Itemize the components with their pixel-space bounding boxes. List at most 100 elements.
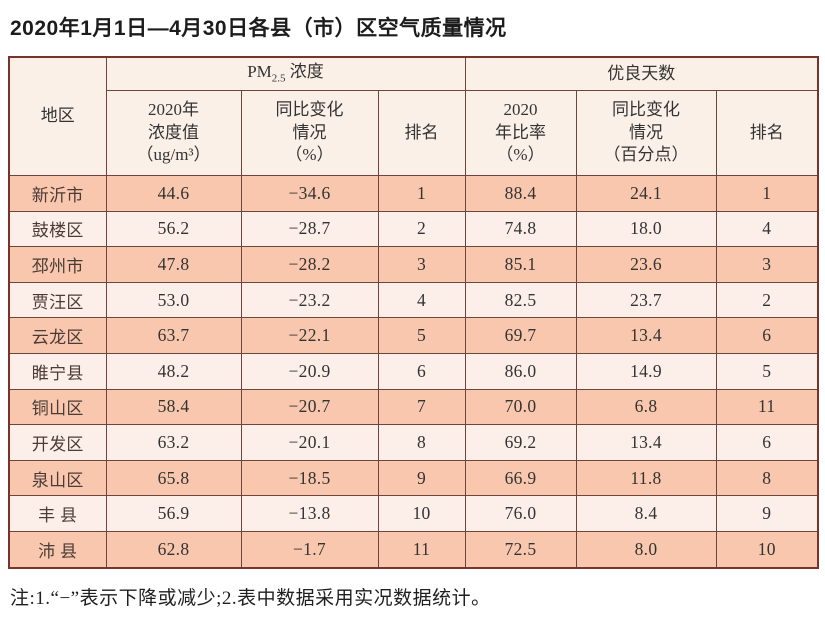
pm_change-cell: −20.9 <box>240 352 379 390</box>
pm_change-cell: −28.2 <box>240 246 379 283</box>
good_rank-cell: 4 <box>715 210 819 248</box>
pm_value-cell: 56.2 <box>105 210 242 248</box>
header-pm-value: 2020年 浓度值 （ug/m³） <box>105 90 242 176</box>
pm_value-cell: 47.8 <box>105 246 242 283</box>
header-pm-rank: 排名 <box>377 90 466 176</box>
good_change-cell: 14.9 <box>575 352 717 390</box>
region-cell: 贾汪区 <box>8 281 107 319</box>
good_rate-cell: 70.0 <box>464 388 577 426</box>
region-cell: 泉山区 <box>8 459 107 497</box>
region-cell: 沛 县 <box>8 530 107 569</box>
pm_change-cell: −18.5 <box>240 459 379 497</box>
header-good-rate: 2020 年比率 （%） <box>464 90 577 176</box>
good_rank-cell: 1 <box>715 175 819 212</box>
good_rank-cell: 6 <box>715 424 819 461</box>
pm_rank-cell: 10 <box>377 495 466 532</box>
pm_change-cell: −1.7 <box>240 530 379 569</box>
pm_rank-cell: 9 <box>377 459 466 497</box>
region-cell: 睢宁县 <box>8 352 107 390</box>
table-row: 开发区 63.2 −20.1 8 69.2 13.4 6 <box>8 424 819 461</box>
region-cell: 铜山区 <box>8 388 107 426</box>
pm_value-cell: 58.4 <box>105 388 242 426</box>
good_change-cell: 13.4 <box>575 317 717 354</box>
pm_value-cell: 63.2 <box>105 424 242 461</box>
pm_rank-cell: 6 <box>377 352 466 390</box>
region-cell: 开发区 <box>8 424 107 461</box>
air-quality-table: 地区 PM2.5 浓度 优良天数 2020年 浓度值 （ug/m³） 同比变化 … <box>8 56 820 569</box>
pm_change-cell: −28.7 <box>240 210 379 248</box>
pm_rank-cell: 8 <box>377 424 466 461</box>
good_change-cell: 24.1 <box>575 175 717 212</box>
table-row: 铜山区 58.4 −20.7 7 70.0 6.8 11 <box>8 388 819 426</box>
pm_rank-cell: 1 <box>377 175 466 212</box>
table-header: 地区 PM2.5 浓度 优良天数 2020年 浓度值 （ug/m³） 同比变化 … <box>8 56 819 176</box>
region-cell: 丰 县 <box>8 495 107 532</box>
pm-prefix: PM <box>247 62 272 82</box>
good_rank-cell: 11 <box>715 388 819 426</box>
pm_rank-cell: 11 <box>377 530 466 569</box>
table-row: 丰 县 56.9 −13.8 10 76.0 8.4 9 <box>8 495 819 532</box>
pm_change-cell: −20.1 <box>240 424 379 461</box>
region-cell: 邳州市 <box>8 246 107 283</box>
good_change-cell: 8.0 <box>575 530 717 569</box>
pm_change-cell: −13.8 <box>240 495 379 532</box>
good_rate-cell: 69.2 <box>464 424 577 461</box>
pm_value-cell: 44.6 <box>105 175 242 212</box>
pm_value-cell: 62.8 <box>105 530 242 569</box>
pm_change-cell: −20.7 <box>240 388 379 426</box>
header-pm25-group: PM2.5 浓度 <box>105 56 466 91</box>
good_rate-cell: 76.0 <box>464 495 577 532</box>
region-cell: 鼓楼区 <box>8 210 107 248</box>
good_change-cell: 18.0 <box>575 210 717 248</box>
pm_value-cell: 65.8 <box>105 459 242 497</box>
good_rank-cell: 3 <box>715 246 819 283</box>
good_rate-cell: 85.1 <box>464 246 577 283</box>
header-pm-change: 同比变化 情况 （%） <box>240 90 379 176</box>
good_change-cell: 23.6 <box>575 246 717 283</box>
good_change-cell: 11.8 <box>575 459 717 497</box>
table-body: 新沂市 44.6 −34.6 1 88.4 24.1 1 鼓楼区 56.2 −28.7 2 74.8 1… <box>8 175 819 569</box>
good_rank-cell: 8 <box>715 459 819 497</box>
good_rank-cell: 6 <box>715 317 819 354</box>
good_rate-cell: 69.7 <box>464 317 577 354</box>
table-row: 泉山区 65.8 −18.5 9 66.9 11.8 8 <box>8 459 819 497</box>
good_rank-cell: 10 <box>715 530 819 569</box>
good_change-cell: 8.4 <box>575 495 717 532</box>
pm_change-cell: −22.1 <box>240 317 379 354</box>
table-row: 贾汪区 53.0 −23.2 4 82.5 23.7 2 <box>8 281 819 319</box>
table-row: 睢宁县 48.2 −20.9 6 86.0 14.9 5 <box>8 352 819 390</box>
pm_rank-cell: 7 <box>377 388 466 426</box>
footnote: 注:1.“−”表示下降或减少;2.表中数据采用实况数据统计。 <box>10 587 491 609</box>
pm_rank-cell: 3 <box>377 246 466 283</box>
region-cell: 新沂市 <box>8 175 107 212</box>
table-row: 云龙区 63.7 −22.1 5 69.7 13.4 6 <box>8 317 819 354</box>
good_rate-cell: 74.8 <box>464 210 577 248</box>
header-good-rank: 排名 <box>715 90 819 176</box>
pm_change-cell: −34.6 <box>240 175 379 212</box>
pm_rank-cell: 4 <box>377 281 466 319</box>
header-group-row: 地区 PM2.5 浓度 优良天数 <box>8 56 819 176</box>
header-good-days-group: 优良天数 <box>464 56 819 91</box>
good_rank-cell: 2 <box>715 281 819 319</box>
good_change-cell: 23.7 <box>575 281 717 319</box>
header-region: 地区 <box>8 56 107 176</box>
pm-subscript: 2.5 <box>271 72 286 85</box>
header-good-change: 同比变化 情况 （百分点） <box>575 90 717 176</box>
good_rate-cell: 66.9 <box>464 459 577 497</box>
table-row: 沛 县 62.8 −1.7 11 72.5 8.0 10 <box>8 530 819 569</box>
pm_value-cell: 53.0 <box>105 281 242 319</box>
good_change-cell: 13.4 <box>575 424 717 461</box>
pm_value-cell: 56.9 <box>105 495 242 532</box>
pm_rank-cell: 2 <box>377 210 466 248</box>
good_rank-cell: 5 <box>715 352 819 390</box>
good_rate-cell: 86.0 <box>464 352 577 390</box>
region-cell: 云龙区 <box>8 317 107 354</box>
good_rate-cell: 88.4 <box>464 175 577 212</box>
pm_value-cell: 63.7 <box>105 317 242 354</box>
good_rate-cell: 72.5 <box>464 530 577 569</box>
good_rank-cell: 9 <box>715 495 819 532</box>
page-title: 2020年1月1日—4月30日各县（市）区空气质量情况 <box>10 17 507 40</box>
pm_rank-cell: 5 <box>377 317 466 354</box>
table-row: 邳州市 47.8 −28.2 3 85.1 23.6 3 <box>8 246 819 283</box>
